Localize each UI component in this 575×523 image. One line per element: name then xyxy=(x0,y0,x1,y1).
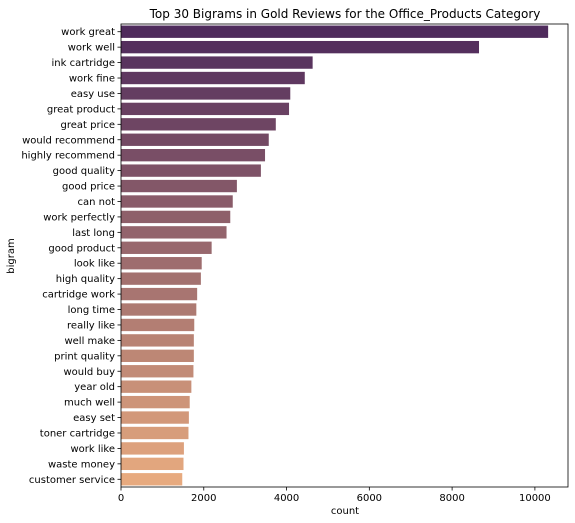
bar-waste-money xyxy=(121,457,184,471)
y-tick-label: work great xyxy=(61,27,115,38)
y-tick-label: look like xyxy=(74,259,115,270)
bar-ink-cartridge xyxy=(121,56,313,69)
bar-much-well xyxy=(121,395,190,409)
y-tick-label: print quality xyxy=(54,351,115,362)
y-tick-label: work perfectly xyxy=(43,212,115,223)
bar-work-well xyxy=(121,40,480,54)
bar-cartridge-work xyxy=(121,287,198,301)
y-tick-label: would recommend xyxy=(22,135,115,146)
bar-easy-use xyxy=(121,87,291,100)
bar-toner-cartridge xyxy=(121,426,189,440)
y-tick-label: great price xyxy=(60,120,115,131)
bar-would-buy xyxy=(121,365,194,378)
x-tick-label: 4000 xyxy=(274,493,299,504)
y-axis-title: bigram xyxy=(6,238,17,273)
x-tick-label: 10000 xyxy=(519,493,551,504)
y-tick-label: work well xyxy=(68,43,115,54)
y-tick-label: easy set xyxy=(73,413,115,424)
y-tick-label: year old xyxy=(74,382,115,393)
y-tick-label: long time xyxy=(68,305,115,316)
y-tick-label: waste money xyxy=(48,459,115,470)
y-tick-label: much well xyxy=(64,398,115,409)
bar-print-quality xyxy=(121,349,194,362)
bar-high-quality xyxy=(121,272,201,285)
y-tick-labels: work great work well ink cartridge work fin… xyxy=(21,27,121,486)
bar-well-make xyxy=(121,334,194,347)
y-tick-label: well make xyxy=(64,336,115,347)
y-tick-label: good price xyxy=(62,182,115,193)
bar-long-time xyxy=(121,303,197,316)
bar-good-price xyxy=(121,179,237,193)
x-tick-label: 8000 xyxy=(439,493,464,504)
bar-look-like xyxy=(121,257,202,270)
y-tick-label: really like xyxy=(67,320,115,331)
y-tick-label: easy use xyxy=(71,89,115,100)
y-tick-label: good product xyxy=(48,243,115,254)
bar-easy-set xyxy=(121,411,189,424)
bar-customer-service xyxy=(121,473,183,486)
y-tick-label: can not xyxy=(77,197,115,208)
y-tick-label: good quality xyxy=(53,166,115,177)
y-tick-label: last long xyxy=(72,228,115,239)
y-tick-label: highly recommend xyxy=(21,151,115,162)
bar-work-fine xyxy=(121,71,305,85)
y-tick-label: great product xyxy=(47,104,115,115)
bar-highly-recommend xyxy=(121,149,266,162)
chart-title: Top 30 Bigrams in Gold Reviews for the O… xyxy=(149,7,541,21)
bars-group xyxy=(121,25,549,486)
y-tick-label: ink cartridge xyxy=(52,58,115,69)
y-tick-label: cartridge work xyxy=(42,290,115,301)
bar-good-quality xyxy=(121,164,261,177)
y-tick-label: toner cartridge xyxy=(40,428,115,439)
bar-work-great xyxy=(121,25,549,38)
plot-frame xyxy=(120,23,569,488)
y-tick-label: work like xyxy=(70,444,115,455)
bar-really-like xyxy=(121,318,195,332)
x-axis-title: count xyxy=(331,506,359,517)
bar-can-not xyxy=(121,195,233,208)
y-tick-label: would buy xyxy=(63,367,115,378)
x-tick-label: 6000 xyxy=(357,493,382,504)
x-tick-label: 0 xyxy=(118,493,124,504)
x-ticks: 0 2000 4000 6000 8000 10000 xyxy=(118,487,551,504)
y-tick-label: work fine xyxy=(69,74,115,85)
bar-work-perfectly xyxy=(121,210,231,224)
y-tick-label: high quality xyxy=(56,274,115,285)
bar-work-like xyxy=(121,442,184,455)
bar-year-old xyxy=(121,380,192,393)
bar-last-long xyxy=(121,226,227,239)
y-tick-label: customer service xyxy=(29,475,115,486)
bar-good-product xyxy=(121,241,212,254)
bar-great-price xyxy=(121,118,276,131)
x-tick-label: 2000 xyxy=(191,493,216,504)
bar-great-product xyxy=(121,102,290,116)
bar-would-recommend xyxy=(121,133,269,146)
